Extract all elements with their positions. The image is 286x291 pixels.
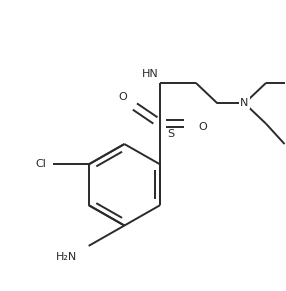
Text: S: S (167, 129, 174, 139)
Text: O: O (199, 122, 208, 132)
Text: O: O (119, 93, 127, 102)
Text: Cl: Cl (35, 159, 46, 169)
Text: HN: HN (142, 69, 159, 79)
Text: N: N (240, 98, 249, 108)
Text: H₂N: H₂N (56, 252, 77, 262)
